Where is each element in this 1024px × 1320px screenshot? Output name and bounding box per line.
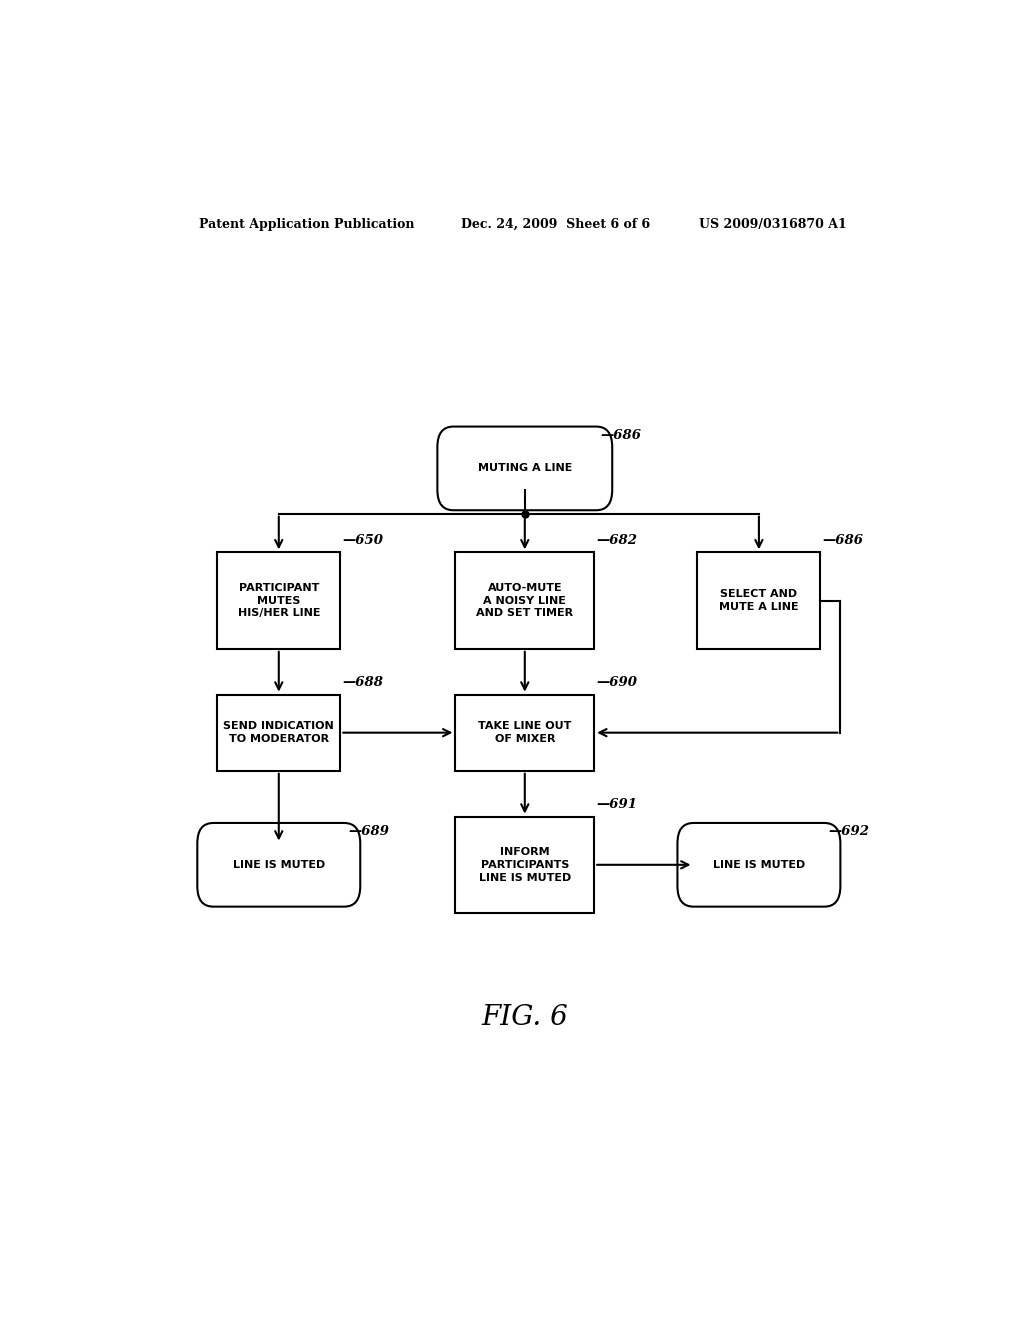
Text: —686: —686 xyxy=(823,535,864,548)
Text: —689: —689 xyxy=(348,825,389,838)
Text: Patent Application Publication: Patent Application Publication xyxy=(200,218,415,231)
FancyBboxPatch shape xyxy=(456,817,594,913)
Text: SELECT AND
MUTE A LINE: SELECT AND MUTE A LINE xyxy=(719,589,799,612)
FancyBboxPatch shape xyxy=(456,552,594,649)
Text: LINE IS MUTED: LINE IS MUTED xyxy=(713,859,805,870)
FancyBboxPatch shape xyxy=(697,552,820,649)
Text: AUTO-MUTE
A NOISY LINE
AND SET TIMER: AUTO-MUTE A NOISY LINE AND SET TIMER xyxy=(476,582,573,618)
FancyBboxPatch shape xyxy=(678,822,841,907)
FancyBboxPatch shape xyxy=(437,426,612,511)
FancyBboxPatch shape xyxy=(217,552,340,649)
Text: —688: —688 xyxy=(343,676,384,689)
Text: SEND INDICATION
TO MODERATOR: SEND INDICATION TO MODERATOR xyxy=(223,721,334,744)
Text: —682: —682 xyxy=(597,535,638,548)
FancyBboxPatch shape xyxy=(217,694,340,771)
Text: LINE IS MUTED: LINE IS MUTED xyxy=(232,859,325,870)
Text: INFORM
PARTICIPANTS
LINE IS MUTED: INFORM PARTICIPANTS LINE IS MUTED xyxy=(478,847,571,883)
FancyBboxPatch shape xyxy=(456,694,594,771)
Text: —650: —650 xyxy=(343,535,384,548)
Text: —690: —690 xyxy=(597,676,638,689)
Text: US 2009/0316870 A1: US 2009/0316870 A1 xyxy=(699,218,847,231)
Text: —686: —686 xyxy=(600,429,641,442)
Text: —691: —691 xyxy=(597,799,638,812)
Text: TAKE LINE OUT
OF MIXER: TAKE LINE OUT OF MIXER xyxy=(478,721,571,744)
Text: Dec. 24, 2009  Sheet 6 of 6: Dec. 24, 2009 Sheet 6 of 6 xyxy=(461,218,650,231)
Text: FIG. 6: FIG. 6 xyxy=(481,1003,568,1031)
Text: —692: —692 xyxy=(828,825,869,838)
Text: PARTICIPANT
MUTES
HIS/HER LINE: PARTICIPANT MUTES HIS/HER LINE xyxy=(238,582,321,618)
Text: MUTING A LINE: MUTING A LINE xyxy=(477,463,572,474)
FancyBboxPatch shape xyxy=(198,822,360,907)
